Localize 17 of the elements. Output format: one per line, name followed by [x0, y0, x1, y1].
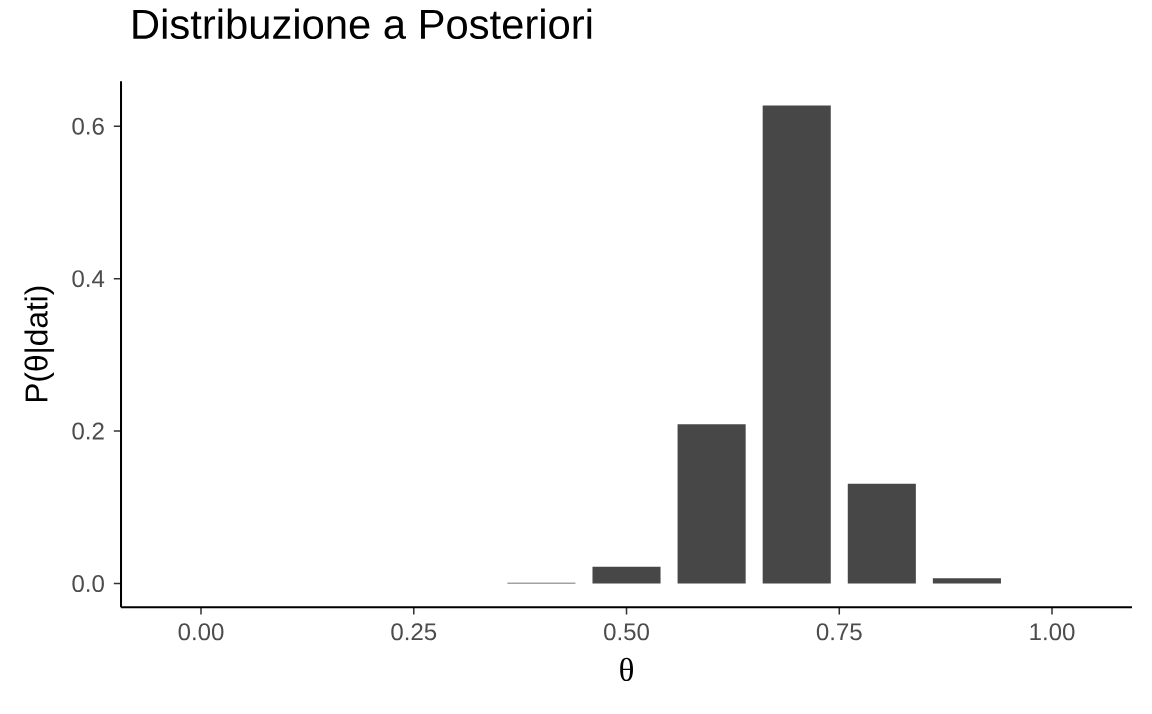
x-axis-title: θ: [620, 657, 633, 681]
x-tick-label: 0.50: [604, 623, 649, 641]
x-tick-label: 0.00: [178, 623, 224, 641]
bar: [932, 578, 1001, 584]
y-axis-title: P(θ|dati): [24, 286, 55, 402]
chart-title: Distribuzione a Posteriori: [133, 8, 592, 39]
bar: [762, 105, 831, 584]
y-tick-label: 0.4: [72, 270, 105, 288]
y-tick-label: 0.0: [72, 574, 104, 592]
bar: [847, 483, 916, 584]
y-tick-label: 0.2: [72, 422, 104, 440]
bar: [677, 424, 746, 584]
y-tick-label: 0.6: [72, 117, 104, 135]
x-tick-label: 0.75: [816, 623, 862, 641]
bar: [592, 566, 661, 584]
x-tick-label: 1.00: [1030, 623, 1075, 641]
x-tick-label: 0.25: [391, 623, 437, 641]
